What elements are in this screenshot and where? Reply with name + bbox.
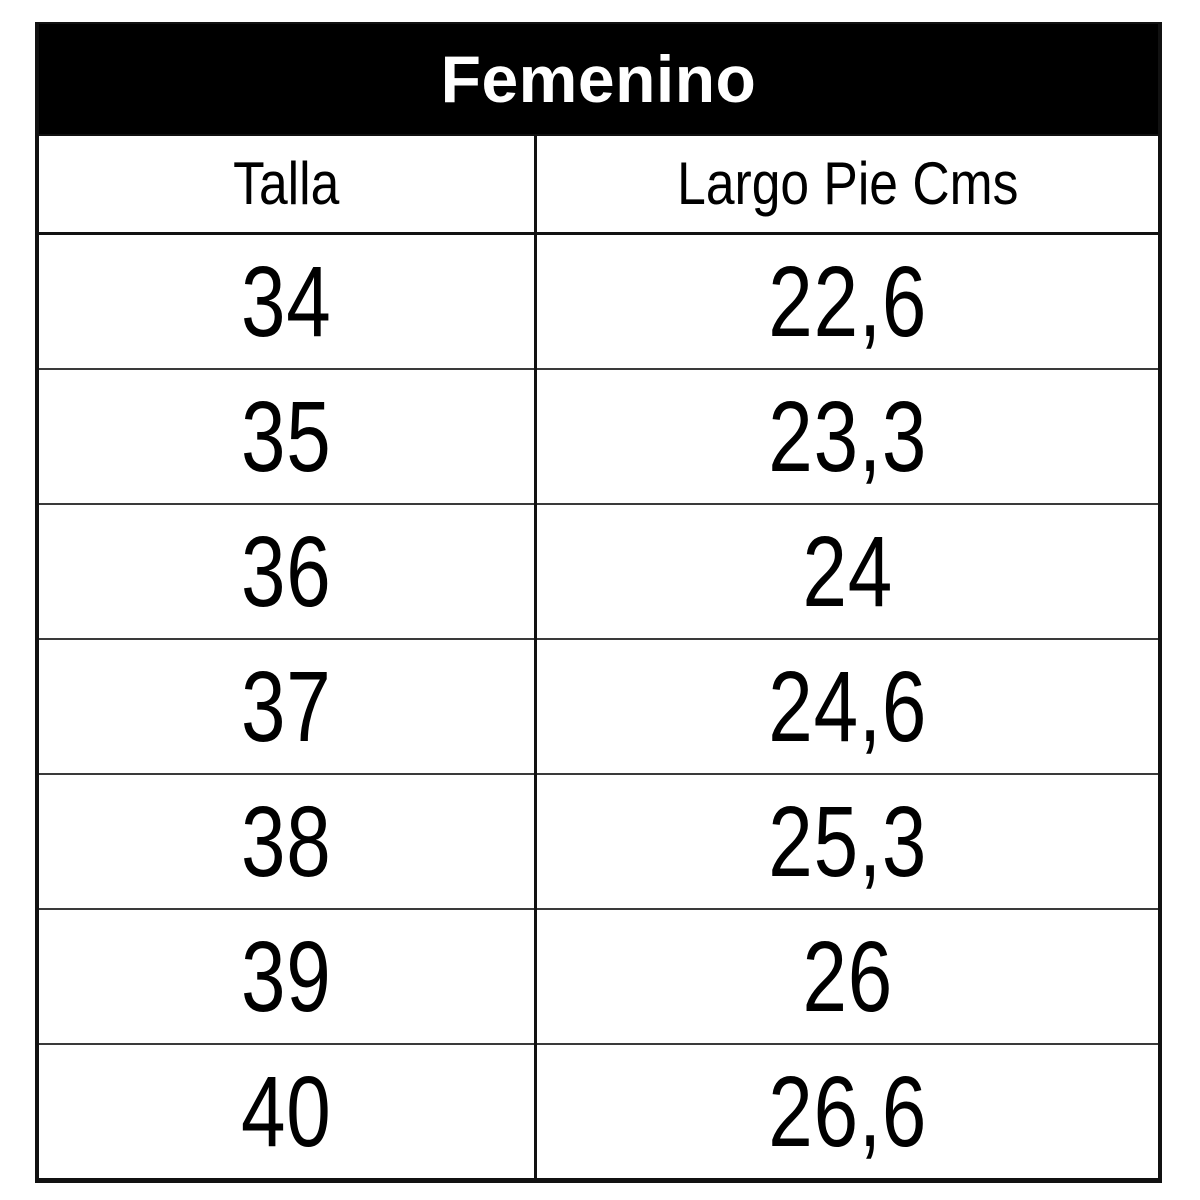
cell-talla-value: 39 xyxy=(240,920,332,1033)
cell-talla-value: 37 xyxy=(240,650,332,763)
cell-largo-value: 26,6 xyxy=(767,1055,927,1168)
cell-talla: 36 xyxy=(37,503,537,639)
cell-largo: 22,6 xyxy=(535,232,1161,369)
cell-talla-value: 40 xyxy=(240,1055,332,1168)
cell-talla: 34 xyxy=(37,232,537,369)
cell-talla: 39 xyxy=(37,908,537,1044)
table-title-row: Femenino xyxy=(37,23,1161,135)
cell-talla: 38 xyxy=(37,773,537,909)
cell-largo-value: 24 xyxy=(801,515,893,628)
cell-talla-value: 35 xyxy=(240,380,332,493)
cell-talla-value: 34 xyxy=(240,245,332,358)
cell-largo-value: 25,3 xyxy=(767,785,927,898)
cell-largo-value: 22,6 xyxy=(767,245,927,358)
cell-talla: 35 xyxy=(37,368,537,504)
column-header-largo: Largo Pie Cms xyxy=(535,134,1161,235)
table-row: 37 24,6 xyxy=(37,638,1161,774)
cell-largo-value: 23,3 xyxy=(767,380,927,493)
column-header-talla-label: Talla xyxy=(233,150,340,217)
cell-largo: 23,3 xyxy=(535,368,1161,504)
cell-largo: 24 xyxy=(535,503,1161,639)
table-row: 38 25,3 xyxy=(37,773,1161,909)
cell-talla-value: 38 xyxy=(240,785,332,898)
column-header-largo-label: Largo Pie Cms xyxy=(676,150,1018,217)
page-title: Femenino xyxy=(440,42,757,116)
cell-largo-value: 26 xyxy=(801,920,893,1033)
cell-largo: 26,6 xyxy=(535,1043,1161,1181)
cell-largo: 26 xyxy=(535,908,1161,1044)
column-header-talla: Talla xyxy=(37,134,537,235)
table-row: 34 22,6 xyxy=(37,232,1161,369)
cell-largo: 24,6 xyxy=(535,638,1161,774)
cell-talla: 40 xyxy=(37,1043,537,1181)
table-row: 36 24 xyxy=(37,503,1161,639)
table-header-row: Talla Largo Pie Cms xyxy=(37,134,1161,235)
cell-talla-value: 36 xyxy=(240,515,332,628)
table-title-cell: Femenino xyxy=(37,23,1161,135)
cell-talla: 37 xyxy=(37,638,537,774)
table-row: 40 26,6 xyxy=(37,1043,1161,1181)
table-row: 35 23,3 xyxy=(37,368,1161,504)
size-chart-table: Femenino Talla Largo Pie Cms 34 22,6 xyxy=(35,22,1163,1183)
table-row: 39 26 xyxy=(37,908,1161,1044)
cell-largo: 25,3 xyxy=(535,773,1161,909)
cell-largo-value: 24,6 xyxy=(767,650,927,763)
